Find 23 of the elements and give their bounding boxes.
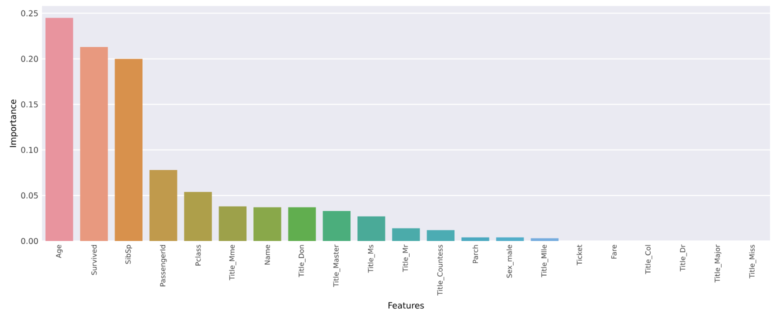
bar (253, 207, 282, 241)
bar (80, 46, 108, 241)
bar (184, 192, 212, 241)
bar (149, 170, 178, 241)
x-axis-title: Features (388, 302, 424, 309)
bar (530, 238, 559, 241)
y-tick-label: 0.15 (21, 101, 38, 108)
bar (322, 210, 351, 241)
y-tick-label: 0.05 (21, 192, 38, 198)
y-tick-label: 0.10 (21, 146, 38, 153)
bar (392, 228, 420, 241)
bar (496, 237, 524, 241)
bar (45, 18, 74, 241)
y-tick-label: 0.20 (21, 56, 38, 62)
y-axis-title: Importance (10, 100, 18, 148)
bar (114, 58, 143, 241)
bar (357, 216, 386, 241)
bar (461, 237, 490, 241)
bar (288, 207, 316, 241)
bar (426, 230, 455, 241)
y-tick-label: 0.00 (21, 238, 38, 244)
bar (218, 206, 247, 241)
y-tick-label: 0.25 (21, 10, 38, 16)
